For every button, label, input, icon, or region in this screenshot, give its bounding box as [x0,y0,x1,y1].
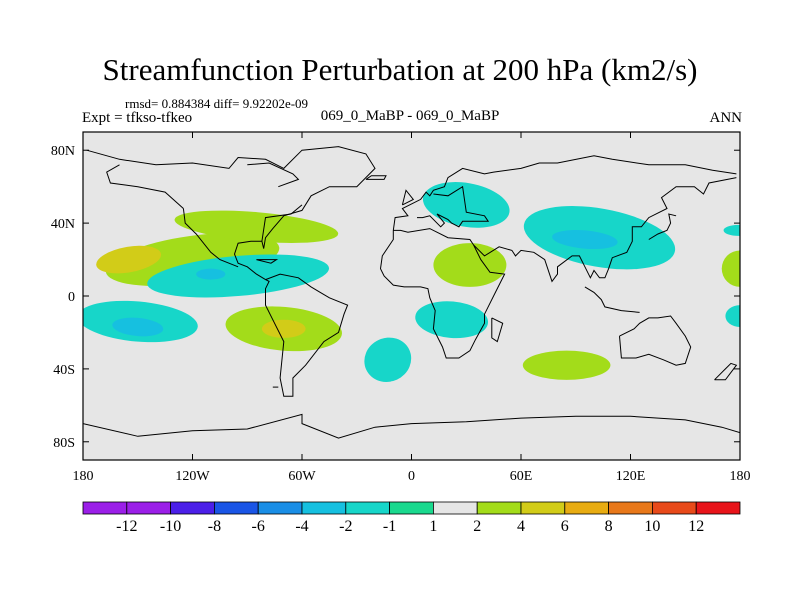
coastline-12 [491,317,504,343]
contour-region-tropical-pacific-core [196,268,226,280]
x-tick-label: 120W [175,469,210,484]
coastline-14 [247,162,300,188]
colorbar-label: 10 [644,518,660,535]
y-tick-label: 80N [51,144,75,159]
coastline-13 [83,413,740,439]
contour-region-africa-positive [433,243,507,287]
colorbar: -12 -10 -8 -6 -4 -2 -1 1 2 4 6 8 10 12 [82,501,741,535]
contour-region-na-atlantic-ridge [174,210,339,243]
contour-fill-layer [83,182,740,382]
colorbar-label: -12 [116,518,137,535]
colorbar-label: -6 [252,518,265,535]
contour-region-south-america-core [261,319,306,338]
coastline-7 [417,185,490,228]
contour-region-date-line-positive [721,250,740,287]
contour-region-south-pacific-core [112,317,164,337]
y-tick-label: 80S [53,436,75,451]
colorbar-box [213,501,259,515]
stats-label: rmsd= 0.884384 diff= 9.92202e-09 [125,96,309,111]
colorbar-label: -2 [339,518,352,535]
y-tick-label: 40S [53,363,75,378]
coastline-1 [261,204,303,242]
coastline-6 [473,177,737,283]
coastline-5 [379,228,506,359]
colorbar-box [389,501,434,515]
colorbar-label: -8 [208,518,221,535]
colorbar-box [432,501,478,515]
map-area [82,131,741,461]
colorbar-box [345,501,390,515]
contour-region-europe-negative [422,182,510,228]
colorbar-box [695,501,741,515]
colorbar-box [170,501,215,515]
colorbar-label: 6 [561,518,569,535]
colorbar-box [476,501,522,515]
colorbar-label: 4 [517,518,525,535]
experiment-label: Expt = tfkso-tfkeo [82,110,193,126]
colorbar-label: -4 [295,518,308,535]
contour-region-date-line-negative [725,305,740,327]
y-tick-label: 0 [68,290,75,305]
coastline-16 [401,189,415,206]
colorbar-label: 1 [429,518,437,535]
y-tick-label: 40N [51,217,75,232]
colorbar-box [652,501,697,515]
axis-ticks: 180 120W 60W 0 60E 120E 180 80N 40N 0 40S 80S [51,132,751,484]
coastline-4 [392,155,737,231]
coastline-15 [365,175,387,180]
coastline-9 [584,286,640,313]
x-tick-label: 60E [510,469,533,484]
x-tick-label: 0 [408,469,415,484]
contour-region-asia-core [552,229,618,250]
chart-title: Streamfunction Perturbation at 200 hPa (… [102,52,698,87]
contour-region-south-indian-positive [522,350,611,380]
coastline-10 [648,213,677,240]
coastline-2 [182,208,239,268]
colorbar-box [257,501,303,515]
colorbar-box [608,501,653,515]
colorbar-label: 2 [473,518,481,535]
colorbar-label: -10 [160,518,181,535]
colorbar-box [520,501,566,515]
coastline-layer [83,146,740,439]
colorbar-box [126,501,172,515]
contour-region-west-pacific-negative [723,224,740,236]
contour-region-na-pacific-core [96,245,162,274]
x-tick-label: 120E [616,469,646,484]
coastline-0 [86,146,376,397]
colorbar-box [301,501,347,515]
coastline-8 [619,315,692,366]
x-tick-label: 60W [288,469,316,484]
season-label: ANN [709,110,743,126]
x-tick-label: 180 [73,469,94,484]
colorbar-label: 12 [688,518,704,535]
colorbar-label: -1 [383,518,396,535]
coastline-17 [256,259,279,264]
colorbar-box [82,501,128,515]
case-label: 069_0_MaBP - 069_0_MaBP [320,108,500,124]
contour-region-tropical-pacific-negative [147,254,330,298]
coastline-11 [714,362,738,381]
contour-region-south-atlantic-negative [364,337,412,382]
colorbar-label: 8 [605,518,613,535]
coastline-3 [106,164,184,209]
x-tick-label: 180 [730,469,751,484]
colorbar-box [564,501,609,515]
